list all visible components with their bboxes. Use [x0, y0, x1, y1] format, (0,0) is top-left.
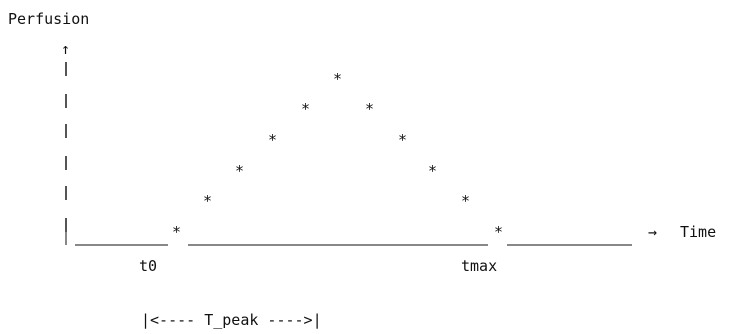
curve-marker: *	[494, 223, 503, 241]
y-axis-label: Perfusion	[8, 10, 89, 28]
curve-marker: *	[268, 131, 277, 149]
curve-marker: *	[365, 100, 374, 118]
peak-span-label: |<---- T_peak ---->|	[141, 311, 322, 329]
curve-marker: *	[398, 131, 407, 149]
x-axis-label: Time	[680, 223, 716, 241]
curve-marker: *	[301, 100, 310, 118]
curve-marker: *	[203, 192, 212, 210]
curve-marker: *	[428, 162, 437, 180]
y-axis-arrow-icon: ↑	[61, 40, 70, 58]
curve-markers: * * * * * * * * * * *	[172, 70, 503, 241]
curve-marker: *	[172, 223, 181, 241]
curve-marker: *	[461, 192, 470, 210]
t0-label: t0	[139, 257, 157, 275]
x-axis-arrow-icon: →	[648, 223, 657, 241]
curve-marker: *	[333, 70, 342, 88]
tmax-label: tmax	[461, 257, 497, 275]
curve-marker: *	[235, 162, 244, 180]
